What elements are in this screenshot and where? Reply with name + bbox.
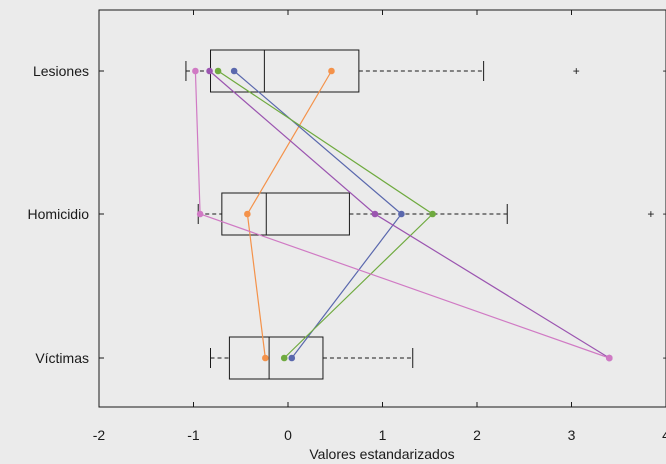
series-1-point	[328, 67, 335, 75]
y-category-label: Víctimas	[35, 350, 89, 366]
series-1-point	[262, 354, 269, 362]
box-lesiones: ++	[185, 49, 666, 93]
series-4-point	[371, 210, 379, 218]
x-tick-label: 0	[284, 427, 292, 443]
x-tick-label: 1	[379, 427, 387, 443]
outlier-marker: +	[662, 351, 666, 365]
series-3-point	[280, 354, 288, 362]
iqr-box	[221, 192, 350, 236]
series-points-layer	[192, 67, 613, 362]
series-line-4	[209, 70, 610, 359]
box-víctimas: +	[210, 336, 666, 380]
y-category-label: Homicidio	[28, 206, 90, 222]
series-5-point	[196, 210, 204, 218]
y-axis-categories: Lesiones Homicidio Víctimas	[28, 63, 104, 366]
x-tick-label: 4	[662, 427, 666, 443]
x-tick-label: 3	[568, 427, 576, 443]
series-5-point	[606, 354, 613, 362]
series-2-point	[398, 210, 405, 218]
x-axis-title: Valores estandarizados	[309, 446, 454, 462]
series-2-point	[230, 67, 238, 75]
y-category-label: Lesiones	[33, 63, 89, 79]
boxes-layer: +++++	[185, 49, 666, 380]
series-3-point	[429, 210, 436, 218]
series-1-point	[244, 210, 251, 218]
iqr-box	[228, 336, 324, 380]
outlier-marker: +	[573, 64, 580, 78]
series-5-point	[192, 67, 199, 75]
x-tick-label: -2	[93, 427, 106, 443]
outlier-marker: +	[662, 64, 666, 78]
x-tick-label: -1	[187, 427, 200, 443]
x-axis-ticks: -2 -1 0 1 2 3 4	[93, 10, 666, 443]
series-2-point	[288, 354, 296, 362]
series-3-point	[214, 67, 222, 75]
x-tick-label: 2	[473, 427, 481, 443]
outlier-marker: +	[662, 207, 666, 221]
outlier-marker: +	[647, 207, 654, 221]
series-4-point	[206, 67, 213, 75]
